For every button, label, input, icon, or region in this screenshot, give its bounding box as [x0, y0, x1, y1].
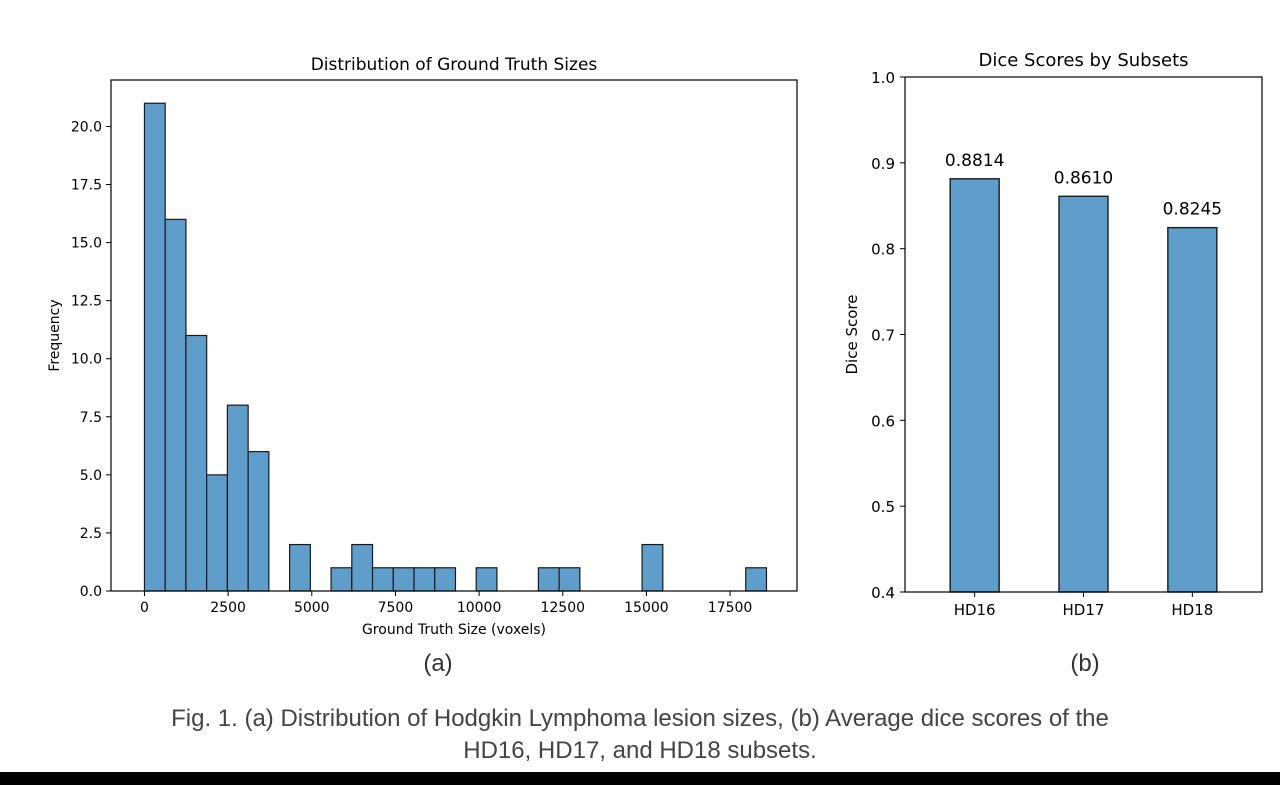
- dice-bar: [1167, 226, 1218, 593]
- panel-label-a: (a): [423, 650, 453, 677]
- y-tick-label: 7.5: [80, 410, 102, 426]
- y-tick-label: 0.9: [871, 155, 895, 173]
- histogram-bar: [143, 102, 166, 592]
- histogram-bar: [351, 543, 374, 592]
- histogram-bar: [206, 474, 228, 592]
- y-tick-label: 5.0: [80, 468, 102, 484]
- histogram-bar: [745, 567, 768, 592]
- y-tick-label: 0.8: [871, 241, 895, 259]
- bottom-bar: [0, 772, 1280, 785]
- histogram-bar: [558, 567, 581, 592]
- x-tick-label: 10000: [457, 600, 502, 616]
- y-tick-label: 0.6: [871, 412, 895, 430]
- caption-line-2: HD16, HD17, and HD18 subsets.: [463, 737, 817, 764]
- histogram-bar: [392, 567, 415, 592]
- figure-caption: Fig. 1. (a) Distribution of Hodgkin Lymp…: [0, 703, 1280, 767]
- histogram-bar: [641, 543, 664, 592]
- histogram-bar: [537, 567, 560, 592]
- value-label: 0.8814: [945, 151, 1004, 171]
- x-axis-label: Ground Truth Size (voxels): [362, 622, 546, 638]
- histogram-bar: [371, 567, 394, 592]
- y-tick-label: 12.5: [71, 294, 102, 310]
- y-tick-label: 1.0: [871, 69, 895, 87]
- y-axis-label: Frequency: [47, 299, 63, 371]
- chart-title: Dice Scores by Subsets: [978, 50, 1188, 71]
- y-tick-label: 0.7: [871, 327, 895, 345]
- dice-bar: [949, 178, 1000, 593]
- chart-title: Distribution of Ground Truth Sizes: [311, 55, 598, 75]
- histogram-bar: [226, 404, 249, 592]
- histogram-bar: [413, 567, 436, 592]
- caption-line-1: Fig. 1. (a) Distribution of Hodgkin Lymp…: [171, 705, 1109, 732]
- y-tick-label: 20.0: [71, 119, 102, 135]
- histogram-bar: [164, 218, 187, 592]
- dice-bar-chart: 0.8814 HD16 0.8610 HD17 0.8245 HD18 0.4 0.5 0.6 0…: [843, 50, 1263, 619]
- histogram-bar: [475, 567, 498, 592]
- y-tick-label: 0.4: [871, 584, 895, 602]
- histogram-bar: [434, 567, 457, 592]
- y-tick-label: 0.0: [80, 584, 102, 600]
- x-tick-label: HD17: [1063, 601, 1105, 619]
- y-tick-label: 17.5: [71, 178, 102, 194]
- histogram-bar: [247, 451, 270, 592]
- histogram-bar: [289, 543, 311, 592]
- panel-label-b: (b): [1070, 650, 1100, 677]
- y-tick-label: 10.0: [71, 352, 102, 368]
- histogram-chart: 0 2500 5000 7500 10000 12500 15000 17500 0.0 2.5 5…: [47, 55, 798, 638]
- x-tick-label: 17500: [708, 600, 753, 616]
- x-tick-label: 7500: [378, 600, 414, 616]
- dice-bar: [1058, 195, 1109, 593]
- value-label: 0.8245: [1163, 200, 1222, 220]
- y-tick-label: 15.0: [71, 236, 102, 252]
- plot-frame: [110, 79, 798, 592]
- x-tick-label: 15000: [624, 600, 669, 616]
- x-tick-label: HD18: [1171, 601, 1213, 619]
- figure: 0 2500 5000 7500 10000 12500 15000 17500 0.0 2.5 5…: [47, 50, 1263, 638]
- histogram-bar: [330, 567, 353, 592]
- value-label: 0.8610: [1054, 168, 1113, 188]
- x-tick-label: HD16: [954, 601, 996, 619]
- y-tick-label: 2.5: [80, 526, 102, 542]
- x-tick-label: 12500: [540, 600, 585, 616]
- x-tick-label: 5000: [294, 600, 330, 616]
- y-axis-label: Dice Score: [843, 295, 861, 375]
- x-tick-label: 2500: [210, 600, 246, 616]
- x-tick-label: 0: [140, 600, 149, 616]
- y-tick-label: 0.5: [871, 498, 895, 516]
- histogram-bar: [185, 334, 208, 592]
